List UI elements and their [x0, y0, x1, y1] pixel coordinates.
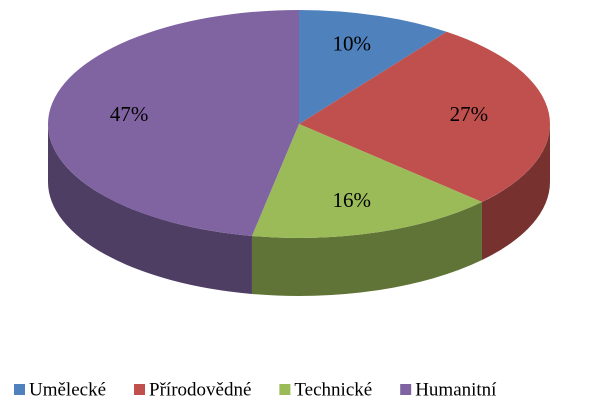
legend-label: Přírodovědné: [149, 379, 251, 400]
data-label: 10%: [332, 32, 371, 56]
slice: [299, 31, 550, 203]
slice-side: [48, 124, 252, 294]
legend-label: Technické: [294, 379, 372, 400]
legend-swatch: [134, 384, 146, 395]
legend-swatch: [14, 384, 25, 395]
slice: [47, 10, 300, 236]
legend-label: Humanitní: [415, 379, 497, 400]
legend-label: Umělecké: [29, 379, 106, 400]
slice: [251, 124, 482, 238]
slice-side: [481, 124, 550, 261]
data-label: 16%: [332, 188, 371, 212]
slice-side: [251, 202, 482, 296]
legend-swatch: [279, 384, 291, 395]
data-label: 47%: [110, 102, 149, 126]
slice: [299, 10, 447, 124]
data-label: 27%: [450, 102, 489, 126]
legend-swatch: [400, 384, 412, 395]
